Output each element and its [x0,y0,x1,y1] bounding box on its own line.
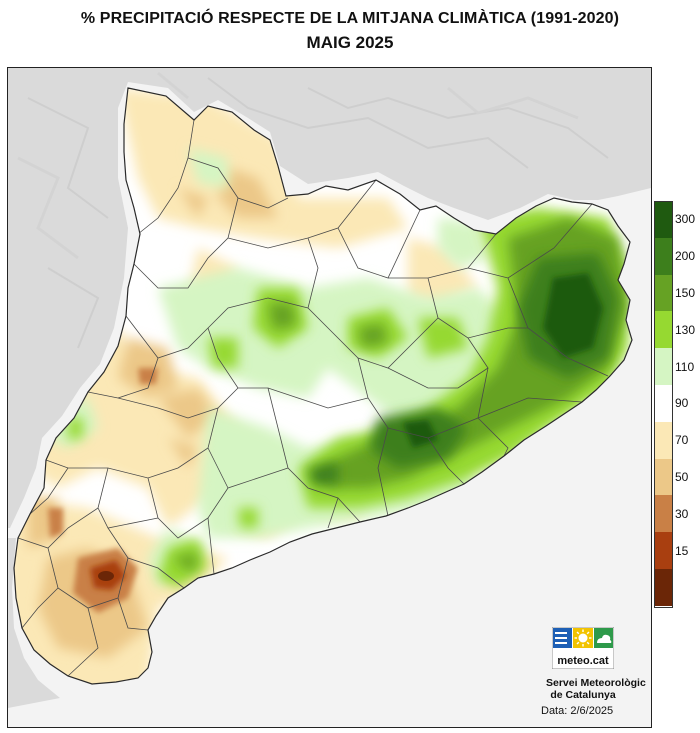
legend-label: 50 [675,470,689,484]
legend-label: 200 [675,249,696,264]
issue-date: Data: 2/6/2025 [541,705,614,717]
legend-swatch [655,495,672,533]
precipitation-zones [14,88,628,684]
legend-label: 130 [675,322,696,337]
legend-label: 70 [675,433,689,448]
legend-swatch [655,569,672,606]
legend-swatch [655,274,672,312]
map-subtitle: MAIG 2025 [306,33,394,52]
legend-label: 300 [675,212,696,227]
legend-swatch [655,201,672,238]
relief-texture [17,71,609,349]
meteocat-logo [552,627,614,669]
logo-text: meteo.cat [557,655,609,667]
legend-label: 110 [675,359,695,374]
legend-frame [654,201,673,608]
surrounding-land [8,68,651,708]
legend-swatch [655,385,672,422]
legend-label: 90 [675,396,689,411]
legend-swatch [655,421,672,459]
legend-label: 30 [675,506,689,521]
legend-label: 15 [675,543,689,558]
map-panel [7,67,652,728]
comarca-boundaries [17,119,609,677]
legend-swatch [655,348,672,386]
organization-name-line2: de Catalunya [550,689,616,701]
legend-swatch [655,311,672,349]
legend-swatch [655,532,672,570]
map-title: % PRECIPITACIÓ RESPECTE DE LA MITJANA CL… [80,10,620,27]
legend-swatch [655,458,672,496]
legend-label: 150 [675,286,696,300]
organization-name-line1: Servei Meteorològic [546,677,646,689]
precipitation-map [8,68,651,727]
legend-swatch [655,237,672,275]
legend: 300 200 150 130 110 90 70 50 30 15 [654,201,700,608]
